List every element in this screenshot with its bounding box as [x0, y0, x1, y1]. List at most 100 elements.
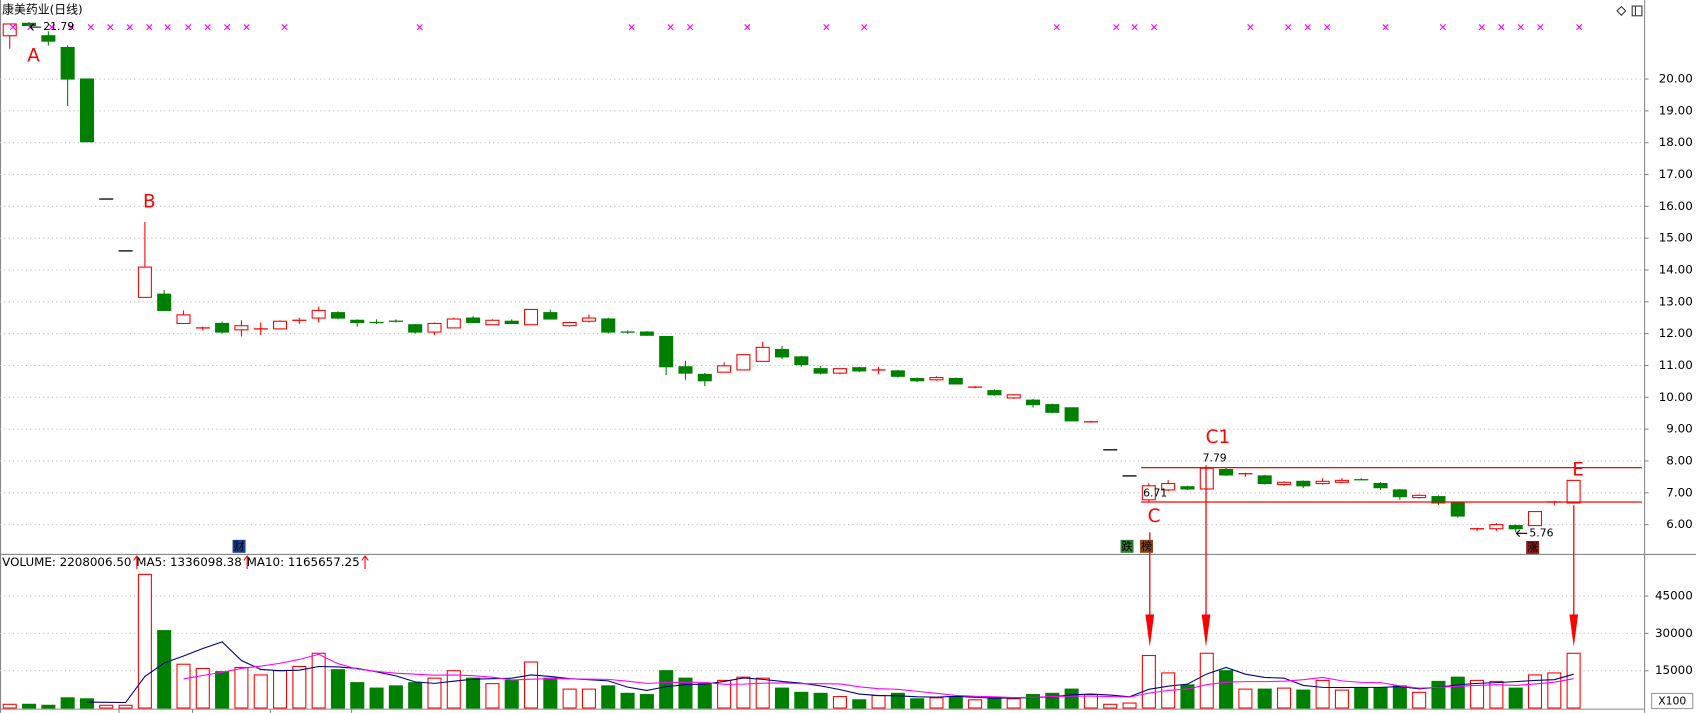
y-tick-label: 6.00 [1666, 517, 1692, 531]
volume-bar [504, 679, 519, 709]
y-tick-label: 18.00 [1659, 135, 1693, 149]
volume-bar [523, 661, 539, 709]
candle-body [60, 46, 75, 80]
event-icon [1526, 540, 1540, 554]
signal-marker [823, 24, 830, 31]
candle-body [1141, 485, 1156, 501]
volume-bar [157, 630, 172, 709]
volume-bar [620, 692, 635, 709]
annotation: A [27, 45, 40, 66]
volume-bar [253, 674, 268, 709]
volume-bar [1103, 703, 1118, 709]
candle-body [1199, 467, 1214, 490]
volume-bar [466, 677, 481, 709]
volume-bar [1566, 652, 1581, 709]
signal-marker [1324, 24, 1331, 31]
candle-body [987, 390, 1002, 396]
signal-marker [744, 24, 751, 31]
candle-body [1257, 475, 1272, 485]
annotation: C1 [1206, 427, 1231, 448]
candle-body [1161, 483, 1176, 491]
candle-body [41, 35, 56, 42]
candle-body [601, 318, 616, 333]
legend-arrow [361, 555, 369, 570]
unit-box [1651, 692, 1694, 710]
volume-bar [1006, 698, 1021, 709]
event-icon-label: 跌 [1122, 539, 1133, 553]
y-tick-label: 45000 [1655, 589, 1693, 603]
signal-marker [126, 24, 133, 31]
legend-arrow [243, 555, 251, 570]
candle-body [736, 354, 751, 371]
volume-bar [581, 688, 596, 709]
candle-body [523, 308, 539, 326]
volume-bar [1064, 688, 1079, 709]
volume-bar [1199, 652, 1214, 709]
volume-bar [1412, 691, 1427, 709]
candle-body [311, 309, 326, 319]
candle-body [137, 266, 152, 298]
volume-bar [852, 699, 867, 709]
legend-label: MA5: 1336098.38 [136, 555, 241, 569]
signal-marker [1517, 24, 1524, 31]
volume-bar [330, 669, 345, 709]
signal-marker [1498, 24, 1505, 31]
volume-bar [1276, 687, 1292, 709]
volume-bar [948, 696, 963, 709]
candle-body [562, 321, 577, 327]
candle-body [427, 322, 442, 333]
event-icon-label: 财 [234, 539, 245, 553]
candle-body [1334, 479, 1349, 483]
volume-bar [137, 573, 152, 709]
volume-bar [1045, 692, 1060, 709]
volume-bar [639, 694, 654, 709]
chart-title: 康美药业(日线) [2, 2, 83, 16]
candle-body [1315, 480, 1330, 485]
signal-marker [281, 24, 288, 31]
volume-bar [755, 677, 770, 709]
volume-bar [543, 677, 558, 709]
signal-marker [1478, 24, 1485, 31]
candle-body [215, 322, 230, 333]
signal-marker [1576, 24, 1583, 31]
volume-bar [1431, 680, 1446, 709]
volume-bar [1450, 676, 1465, 709]
candle-body [2, 23, 17, 37]
arrow-head [1569, 614, 1579, 647]
y-tick-label: 9.00 [1666, 422, 1692, 436]
candle-body [755, 346, 770, 362]
ma-line [86, 641, 1574, 704]
volume-bar [1373, 687, 1388, 709]
volume-bar [717, 679, 732, 709]
y-tick-label: 30000 [1655, 626, 1693, 640]
signal-marker [1537, 24, 1544, 31]
candle-body [176, 314, 191, 325]
candle-body [234, 325, 249, 331]
candle-body [678, 366, 693, 374]
candle-body [1508, 525, 1523, 530]
legend-label: VOLUME: 2208006.50 [2, 555, 131, 569]
event-icon [1120, 539, 1134, 553]
arrow-head [1201, 614, 1211, 647]
volume-bar [736, 676, 751, 709]
price-label: 6.71 [1143, 486, 1167, 499]
signal-marker [48, 24, 56, 31]
y-tick-label: 17.00 [1659, 167, 1693, 181]
y-tick-label: 20.00 [1659, 72, 1693, 86]
candle-body [1064, 407, 1079, 422]
candle-body [79, 78, 94, 143]
candle-body [1025, 399, 1041, 406]
candle-body [273, 320, 288, 330]
y-tick-label: 14.00 [1659, 262, 1693, 276]
volume-bar [659, 670, 674, 709]
signal-marker [87, 24, 94, 31]
candle-body [948, 377, 963, 385]
volume-bar [1354, 687, 1369, 709]
price-arrow [1515, 529, 1528, 537]
candle-body [697, 373, 712, 382]
volume-bar [273, 670, 288, 709]
volume-bar [311, 652, 326, 709]
candle-body [543, 312, 558, 320]
annotation: B [143, 191, 156, 212]
